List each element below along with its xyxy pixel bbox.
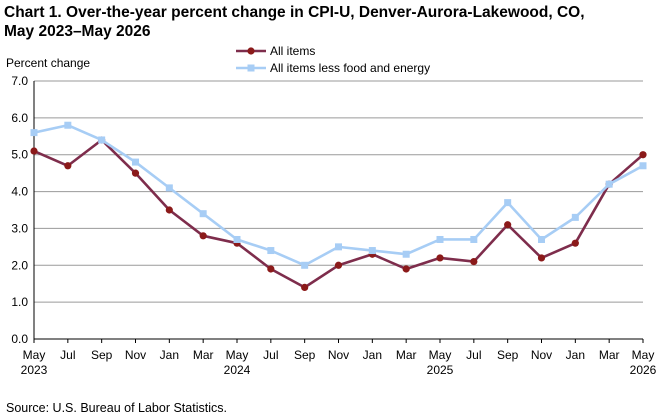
x-tick-label: Nov: [125, 348, 146, 362]
x-tick-year-label: 2023: [21, 363, 48, 377]
data-point-core: [267, 247, 275, 255]
x-tick-label: Jan: [566, 348, 585, 362]
x-tick-year-label: 2024: [224, 363, 251, 377]
data-point-core: [571, 213, 579, 221]
y-tick-label: 0.0: [11, 332, 28, 346]
legend-swatch-marker: [247, 64, 255, 72]
data-point-all_items: [470, 258, 478, 266]
data-point-core: [165, 184, 173, 192]
data-point-all_items: [267, 265, 275, 273]
y-axis-label: Percent change: [6, 56, 90, 70]
data-point-all_items: [504, 221, 512, 229]
source-note: Source: U.S. Bureau of Labor Statistics.: [6, 401, 227, 415]
legend-swatch-marker: [247, 47, 255, 55]
data-point-all_items: [64, 162, 72, 170]
legend-item-all_items: All items: [236, 44, 315, 58]
data-point-all_items: [30, 147, 38, 155]
y-tick-label: 2.0: [11, 258, 28, 272]
data-point-core: [504, 199, 512, 207]
legend-item-core: All items less food and energy: [236, 61, 430, 75]
data-point-core: [368, 247, 376, 255]
data-point-all_items: [131, 169, 140, 177]
data-point-core: [639, 162, 647, 170]
data-point-core: [470, 235, 478, 243]
chart-title-line2: May 2023–May 2026: [4, 23, 151, 40]
data-point-core: [233, 235, 241, 243]
x-tick-label: Sep: [91, 348, 113, 362]
data-point-core: [64, 121, 72, 129]
x-tick-label: Sep: [294, 348, 316, 362]
data-point-core: [605, 180, 613, 188]
chart-title: Chart 1. Over-the-year percent change in…: [4, 3, 664, 41]
y-tick-label: 5.0: [11, 148, 28, 162]
data-point-all_items: [165, 206, 173, 214]
data-point-all_items: [334, 261, 343, 269]
data-point-core: [30, 129, 38, 137]
data-point-all_items: [301, 283, 309, 291]
data-point-core: [98, 136, 106, 144]
y-tick-label: 7.0: [11, 74, 28, 88]
data-point-all_items: [199, 232, 207, 240]
data-point-all_items: [639, 151, 647, 159]
x-tick-year-label: 2025: [427, 363, 454, 377]
chart-title-line1: Chart 1. Over-the-year percent change in…: [4, 4, 585, 21]
legend-label: All items: [270, 44, 315, 58]
y-tick-label: 4.0: [11, 185, 28, 199]
x-tick-label: Jul: [263, 348, 278, 362]
x-tick-label: May: [226, 348, 249, 362]
data-point-core: [335, 243, 342, 251]
data-point-core: [538, 235, 545, 243]
x-tick-label: Nov: [531, 348, 552, 362]
data-point-core: [199, 210, 207, 218]
data-point-all_items: [537, 254, 546, 262]
data-point-all_items: [571, 239, 579, 247]
x-tick-label: Jul: [60, 348, 75, 362]
series-lines: [30, 121, 647, 291]
legend: All items All items less food and energy: [236, 44, 430, 75]
y-tick-label: 3.0: [11, 221, 28, 235]
x-tick-label: Mar: [193, 348, 214, 362]
x-tick-label: Sep: [497, 348, 519, 362]
x-tick-label: Jan: [363, 348, 382, 362]
x-tick-label: Nov: [328, 348, 349, 362]
x-tick-label: May: [23, 348, 46, 362]
series-core: [30, 121, 647, 269]
x-tick-year-label: 2026: [630, 363, 657, 377]
series-all_items: [30, 136, 647, 291]
data-point-all_items: [436, 254, 444, 262]
y-tick-label: 1.0: [11, 295, 28, 309]
x-tick-label: May: [429, 348, 452, 362]
x-tick-label: Jan: [160, 348, 179, 362]
legend-label: All items less food and energy: [270, 61, 430, 75]
data-point-core: [436, 235, 444, 243]
y-tick-label: 6.0: [11, 111, 28, 125]
grid-lines: [34, 80, 643, 303]
x-tick-label: Mar: [599, 348, 620, 362]
data-point-all_items: [402, 265, 410, 273]
data-point-core: [301, 261, 309, 269]
x-tick-label: Mar: [396, 348, 417, 362]
data-point-core: [132, 158, 139, 166]
x-tick-label: Jul: [466, 348, 481, 362]
data-point-core: [402, 250, 410, 258]
x-tick-label: May: [632, 348, 655, 362]
